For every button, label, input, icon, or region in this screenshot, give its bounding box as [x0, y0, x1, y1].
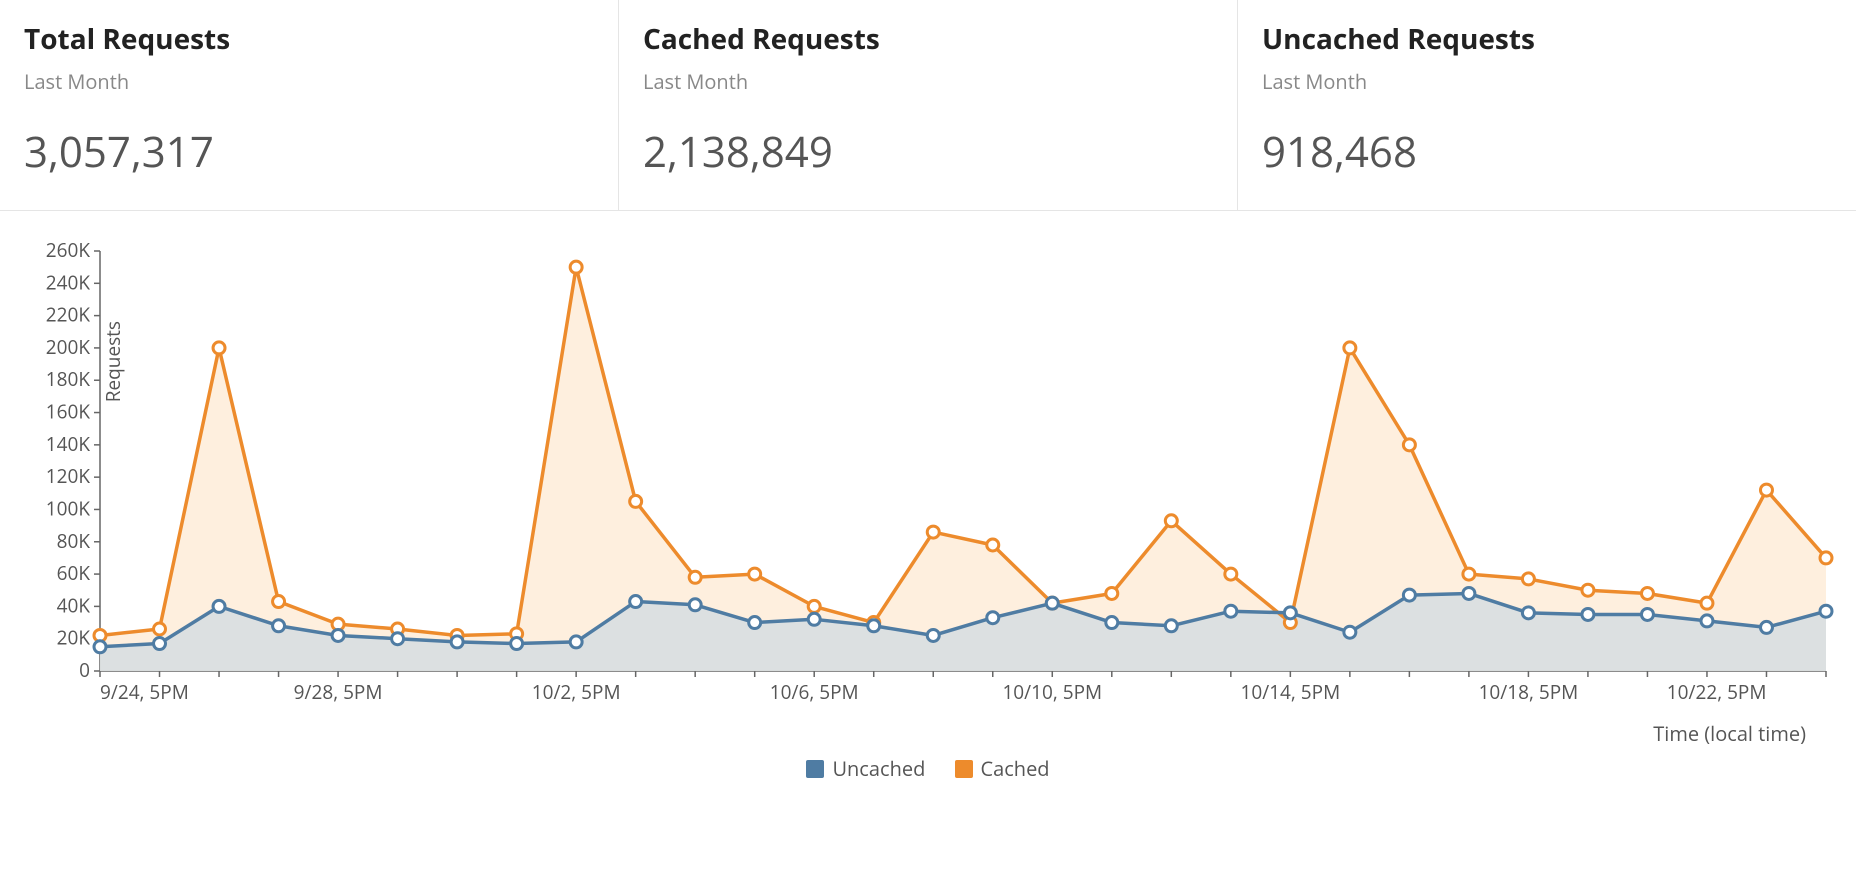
requests-chart: 0 20K 40K 60K 80K 100K 120K 140K 160K 180K 200K 220… — [20, 241, 1836, 721]
svg-text:200K: 200K — [46, 334, 91, 360]
legend: Uncached Cached — [20, 747, 1836, 804]
svg-text:Requests: Requests — [100, 321, 126, 402]
stat-card-total: Total Requests Last Month 3,057,317 — [0, 0, 619, 210]
svg-text:100K: 100K — [46, 495, 91, 521]
svg-text:20K: 20K — [57, 625, 91, 651]
svg-text:160K: 160K — [46, 399, 91, 425]
svg-text:120K: 120K — [46, 463, 91, 489]
svg-text:10/22, 5PM: 10/22, 5PM — [1667, 679, 1767, 705]
svg-text:140K: 140K — [46, 431, 91, 457]
xaxis-title: Time (local time) — [20, 720, 1836, 747]
svg-text:10/6, 5PM: 10/6, 5PM — [770, 679, 859, 705]
stat-title: Uncached Requests — [1262, 20, 1832, 58]
svg-text:220K: 220K — [46, 302, 91, 328]
svg-text:0: 0 — [79, 657, 90, 683]
svg-text:10/10, 5PM: 10/10, 5PM — [1002, 679, 1102, 705]
svg-text:260K: 260K — [46, 241, 91, 263]
svg-text:10/14, 5PM: 10/14, 5PM — [1241, 679, 1341, 705]
stat-value: 2,138,849 — [643, 123, 1213, 180]
stat-sub: Last Month — [24, 68, 594, 95]
stat-sub: Last Month — [643, 68, 1213, 95]
stat-card-uncached: Uncached Requests Last Month 918,468 — [1238, 0, 1856, 210]
stat-value: 3,057,317 — [24, 123, 594, 180]
legend-swatch — [955, 760, 973, 778]
stat-card-cached: Cached Requests Last Month 2,138,849 — [619, 0, 1238, 210]
legend-label: Cached — [981, 755, 1050, 782]
legend-label: Uncached — [832, 755, 925, 782]
stat-title: Total Requests — [24, 20, 594, 58]
svg-text:80K: 80K — [57, 528, 91, 554]
stat-title: Cached Requests — [643, 20, 1213, 58]
chart-area: 0 20K 40K 60K 80K 100K 120K 140K 160K 180K 200K 220… — [0, 211, 1856, 814]
legend-swatch — [806, 760, 824, 778]
stat-value: 918,468 — [1262, 123, 1832, 180]
legend-item-uncached: Uncached — [806, 755, 925, 782]
svg-text:10/18, 5PM: 10/18, 5PM — [1479, 679, 1579, 705]
svg-text:40K: 40K — [57, 592, 91, 618]
legend-item-cached: Cached — [955, 755, 1050, 782]
svg-text:9/28, 5PM: 9/28, 5PM — [294, 679, 383, 705]
svg-text:240K: 240K — [46, 269, 91, 295]
stat-sub: Last Month — [1262, 68, 1832, 95]
svg-text:60K: 60K — [57, 560, 91, 586]
stats-row: Total Requests Last Month 3,057,317 Cach… — [0, 0, 1856, 211]
svg-text:9/24, 5PM: 9/24, 5PM — [100, 679, 189, 705]
svg-text:10/2, 5PM: 10/2, 5PM — [532, 679, 621, 705]
svg-text:180K: 180K — [46, 366, 91, 392]
